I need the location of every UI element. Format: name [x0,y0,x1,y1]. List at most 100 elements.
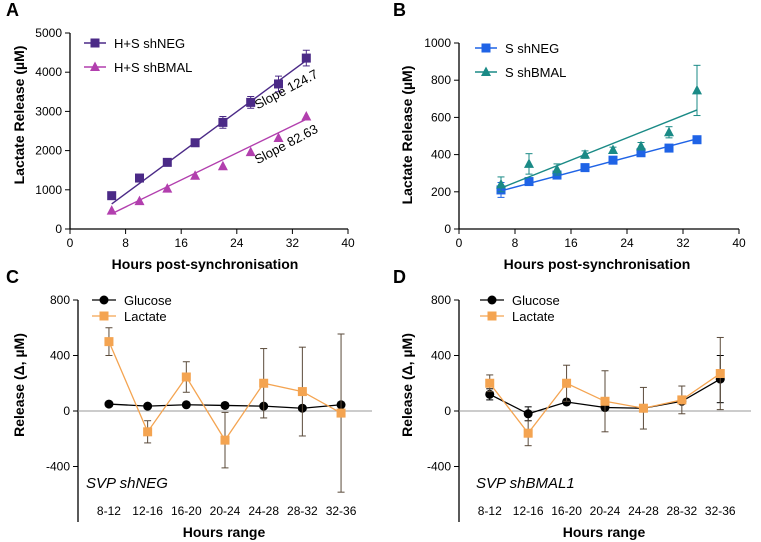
data-point [106,205,117,215]
data-point [297,387,307,397]
chart-panel-d: D 800 400 0 -400 8-12 12-16 16-20 20-24 24-28 28-3… [393,267,751,540]
data-point [143,401,153,411]
legend-marker [90,38,100,48]
data-point [217,160,228,171]
data-point [636,140,646,151]
data-point [104,399,114,409]
x-tick-label: 40 [341,236,355,250]
legend-marker [481,66,491,76]
data-point [552,163,562,174]
data-point [274,79,283,89]
series-s-shbmal: S shBMAL [475,64,702,193]
y-tick-label: -400 [427,460,451,474]
data-point [638,403,648,413]
data-point [181,400,191,410]
data-point [580,149,590,159]
legend-marker [90,61,100,71]
series-h-s-shneg: H+S shNEG [84,36,311,205]
chart-panel-a: A 0 8 16 24 32 40 0 1000 2000 3000 4000 5000 Hours po… [6,0,355,272]
panel-letter: A [6,0,19,20]
data-point [608,144,618,154]
x-axis-title: Hours range [183,524,266,540]
series-h-s-shbmal: H+S shBMAL [84,60,312,215]
data-point [580,163,590,173]
data-point [134,195,145,206]
data-point [524,158,534,168]
y-tick-label: 1000 [424,36,451,50]
data-point [562,397,572,407]
data-point [190,138,200,148]
legend-label: Glucose [512,293,560,308]
data-point [562,378,572,388]
data-point [496,178,506,189]
data-point [162,157,172,167]
y-tick-label: 0 [444,404,451,418]
regression-line [500,138,698,192]
legend-label: S shNEG [505,41,559,56]
y-axis-title: Lactate Release (µM) [11,46,27,185]
data-point [523,409,533,419]
x-tick-label: 40 [732,236,746,250]
data-point [181,372,191,382]
x-tick-label: 32 [286,236,300,250]
data-point [190,170,201,180]
series-lactate: Lactate [92,309,346,493]
data-point [600,396,610,406]
x-tick-label: 20-24 [590,504,621,518]
data-point [143,427,153,437]
legend-marker [481,43,491,53]
y-axis-title: Release (Δ, µM) [11,333,27,437]
legend-label: S shBMAL [505,65,566,80]
regression-line [111,59,307,205]
x-tick-label: 8-12 [478,504,502,518]
legend-label: H+S shBMAL [114,60,192,75]
x-tick-label: 28-32 [666,504,697,518]
data-point [273,132,284,143]
data-point [485,378,495,388]
x-tick-label: 8 [122,236,129,250]
x-tick-label: 8-12 [97,504,121,518]
y-tick-label: 800 [431,293,451,307]
x-tick-label: 28-32 [287,504,318,518]
y-tick-label: 0 [55,222,62,236]
x-tick-label: 16 [564,236,578,250]
data-point [220,400,230,410]
x-tick-label: 8 [512,236,519,250]
y-tick-label: 400 [431,148,451,162]
y-tick-label: 0 [444,222,451,236]
panel-letter: D [393,267,406,287]
y-tick-label: -400 [46,460,70,474]
data-point [677,395,687,405]
data-point [523,428,533,438]
y-axis-title: Lactate Release (µM) [399,66,415,205]
y-tick-label: 800 [431,73,451,87]
data-point [336,408,346,418]
y-axis-title: Release (Δ, µM) [399,333,415,437]
data-point [218,117,228,127]
legend-marker [487,295,497,305]
data-point [107,191,117,201]
panel-letter: C [6,267,19,287]
data-point [485,389,495,399]
legend-label: Glucose [124,293,172,308]
y-tick-label: 1000 [35,183,62,197]
x-axis-title: Hours range [563,524,646,540]
data-point [246,97,256,107]
legend-marker [99,295,109,305]
data-point [692,84,702,95]
data-point [664,126,674,137]
y-tick-label: 5000 [35,26,62,40]
data-point [245,146,256,157]
x-tick-label: 24-28 [248,504,279,518]
x-tick-label: 12-16 [132,504,163,518]
x-tick-label: 12-16 [513,504,544,518]
y-tick-label: 400 [431,349,451,363]
slope-annotation: Slope 82.63 [252,121,320,167]
y-tick-label: 800 [50,293,70,307]
regression-line [500,109,698,189]
series-lactate: Lactate [480,309,725,447]
y-tick-label: 400 [50,349,70,363]
data-point [608,155,618,165]
x-tick-label: 16 [175,236,189,250]
